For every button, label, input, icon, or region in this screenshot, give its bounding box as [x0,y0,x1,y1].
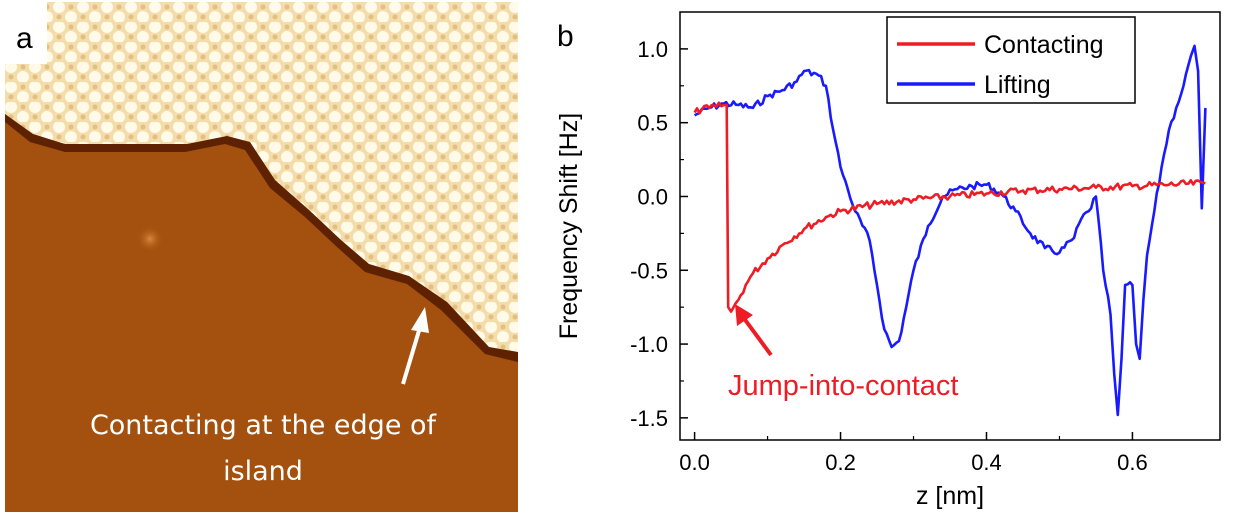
panel-letter-b: b [557,20,574,53]
molecular-island [5,2,518,352]
stm-image-panel: a Contacting at the edge of island [5,2,518,512]
x-tick-label: 0.0 [679,450,710,475]
legend-label-contacting: Contacting [984,31,1104,59]
stm-caption-line1: Contacting at the edge of [90,410,438,441]
edge-pointer-arrow-shaft [401,323,423,385]
y-tick-label: 1.0 [637,37,668,62]
letter-box [5,2,47,64]
bright-spot [136,225,164,253]
y-tick-label: 0.0 [637,184,668,209]
legend-box [886,16,1136,104]
y-axis-title: Frequency Shift [Hz] [555,113,583,339]
y-tick-label: -0.5 [630,258,668,283]
y-tick-label: -1.5 [630,406,668,431]
annotation-arrow-head [735,304,753,326]
legend: Contacting Lifting [886,16,1136,104]
frequency-shift-chart: b 0.0 0.2 0.4 0.6 1.0 0.5 0.0 -0.5 -1.0 -1.5 Freq… [555,11,1221,510]
panel-letter-a: a [16,22,33,55]
annotation-arrow-shaft [741,315,773,357]
legend-label-lifting: Lifting [984,71,1051,99]
stm-caption-line2: island [223,456,303,487]
jump-into-contact-label: Jump-into-contact [728,370,959,402]
plot-frame [679,11,1221,441]
x-tick-label: 0.2 [825,450,856,475]
x-tick-label: 0.4 [971,450,1002,475]
x-tick-label: 0.6 [1117,450,1148,475]
series-line-contacting [693,101,1206,313]
y-tick-label: 0.5 [637,111,668,136]
x-axis-title: z [nm] [916,482,984,510]
y-tick-label: -1.0 [630,332,668,357]
edge-pointer-arrow-head [411,307,429,333]
